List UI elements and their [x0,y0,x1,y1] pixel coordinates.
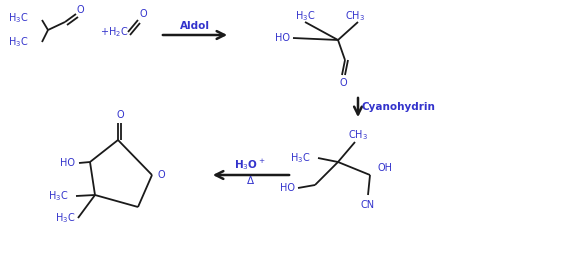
Text: O: O [339,78,347,88]
Text: H$_3$C: H$_3$C [48,189,68,203]
Text: CH$_3$: CH$_3$ [348,128,368,142]
Text: H$_3$C: H$_3$C [55,211,75,225]
Text: H$_3$O$^+$: H$_3$O$^+$ [234,158,266,173]
Text: CH$_3$: CH$_3$ [345,9,365,23]
Text: H$_3$C: H$_3$C [8,11,29,25]
Text: +H$_2$C: +H$_2$C [100,25,128,39]
Text: Cyanohydrin: Cyanohydrin [362,102,436,112]
Text: HO: HO [280,183,295,193]
Text: Aldol: Aldol [180,21,210,31]
Text: CN: CN [361,200,375,210]
Text: O: O [139,9,147,19]
Text: O: O [116,110,124,120]
Text: OH: OH [378,163,393,173]
Text: O: O [76,5,84,15]
Text: HO: HO [60,158,75,168]
Text: Δ: Δ [246,176,254,186]
Text: HO: HO [275,33,290,43]
Text: H$_3$C: H$_3$C [290,151,310,165]
Text: H$_3$C: H$_3$C [8,35,29,49]
Text: H$_3$C: H$_3$C [295,9,315,23]
Text: O: O [158,170,166,180]
